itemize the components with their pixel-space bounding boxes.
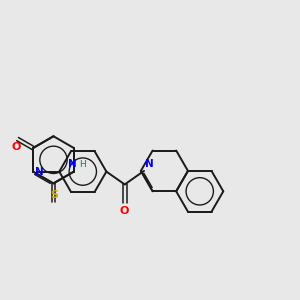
Text: N: N — [35, 167, 44, 177]
Text: S: S — [50, 190, 59, 200]
Text: N: N — [145, 159, 154, 169]
Text: O: O — [119, 206, 128, 216]
Text: N: N — [68, 159, 77, 169]
Text: H: H — [79, 160, 86, 169]
Text: O: O — [11, 142, 21, 152]
